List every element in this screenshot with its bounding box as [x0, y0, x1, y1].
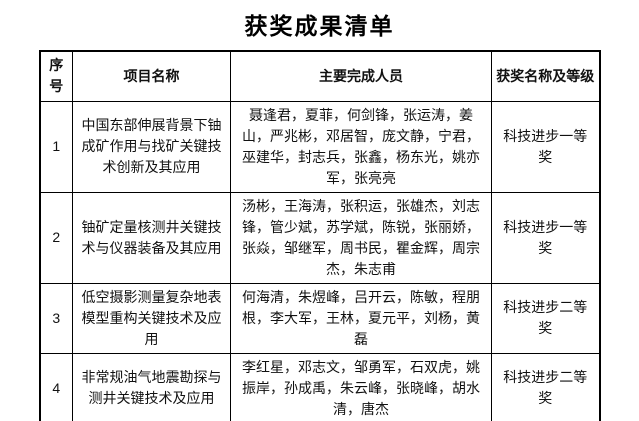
awards-table: 序号 项目名称 主要完成人员 获奖名称及等级 1 中国东部伸展背景下铀成矿作用与… [38, 50, 601, 421]
project-cell: 非常规油气地震勘探与测井关键技术及应用 [72, 352, 231, 421]
award-cell: 科技进步一等奖 [491, 100, 600, 193]
people-cell: 聂逢君，夏菲，何剑锋，张运涛，姜山，严兆彬，邓居智，庞文静，宁君，巫建华，封志兵… [230, 100, 492, 193]
award-cell: 科技进步二等奖 [491, 282, 600, 354]
seq-cell: 3 [39, 282, 73, 354]
people-cell: 何海清，朱煜峰，吕开云，陈敏，程朋根，李大军，王林，夏元平，刘杨，黄磊 [230, 282, 492, 354]
project-cell: 中国东部伸展背景下铀成矿作用与找矿关键技术创新及其应用 [72, 100, 231, 193]
seq-cell: 2 [39, 191, 73, 284]
table-row: 2 铀矿定量核测井关键技术与仪器装备及其应用 汤彬，王海涛，张积运，张雄杰，刘志… [39, 191, 600, 284]
award-cell: 科技进步一等奖 [491, 191, 600, 284]
people-cell: 汤彬，王海涛，张积运，张雄杰，刘志锋，管少斌，苏学斌，陈锐，张丽娇，张焱，邹继军… [230, 191, 492, 284]
header-people: 主要完成人员 [230, 50, 492, 102]
header-award: 获奖名称及等级 [491, 50, 600, 102]
people-cell: 李红星，邓志文，邹勇军，石双虎，姚振岸，孙成禹，朱云峰，张晓峰，胡水清，唐杰 [230, 352, 492, 421]
header-row: 序号 项目名称 主要完成人员 获奖名称及等级 [39, 50, 600, 102]
table-row: 3 低空摄影测量复杂地表模型重构关键技术及应用 何海清，朱煜峰，吕开云，陈敏，程… [39, 282, 600, 354]
seq-cell: 4 [39, 352, 73, 421]
header-project: 项目名称 [72, 50, 231, 102]
table-row: 4 非常规油气地震勘探与测井关键技术及应用 李红星，邓志文，邹勇军，石双虎，姚振… [39, 352, 600, 421]
award-cell: 科技进步二等奖 [491, 352, 600, 421]
project-cell: 低空摄影测量复杂地表模型重构关键技术及应用 [72, 282, 231, 354]
table-row: 1 中国东部伸展背景下铀成矿作用与找矿关键技术创新及其应用 聂逢君，夏菲，何剑锋… [39, 100, 600, 193]
header-seq: 序号 [39, 50, 73, 102]
page-title: 获奖成果清单 [244, 13, 395, 39]
project-cell: 铀矿定量核测井关键技术与仪器装备及其应用 [72, 191, 231, 284]
seq-cell: 1 [39, 100, 73, 193]
